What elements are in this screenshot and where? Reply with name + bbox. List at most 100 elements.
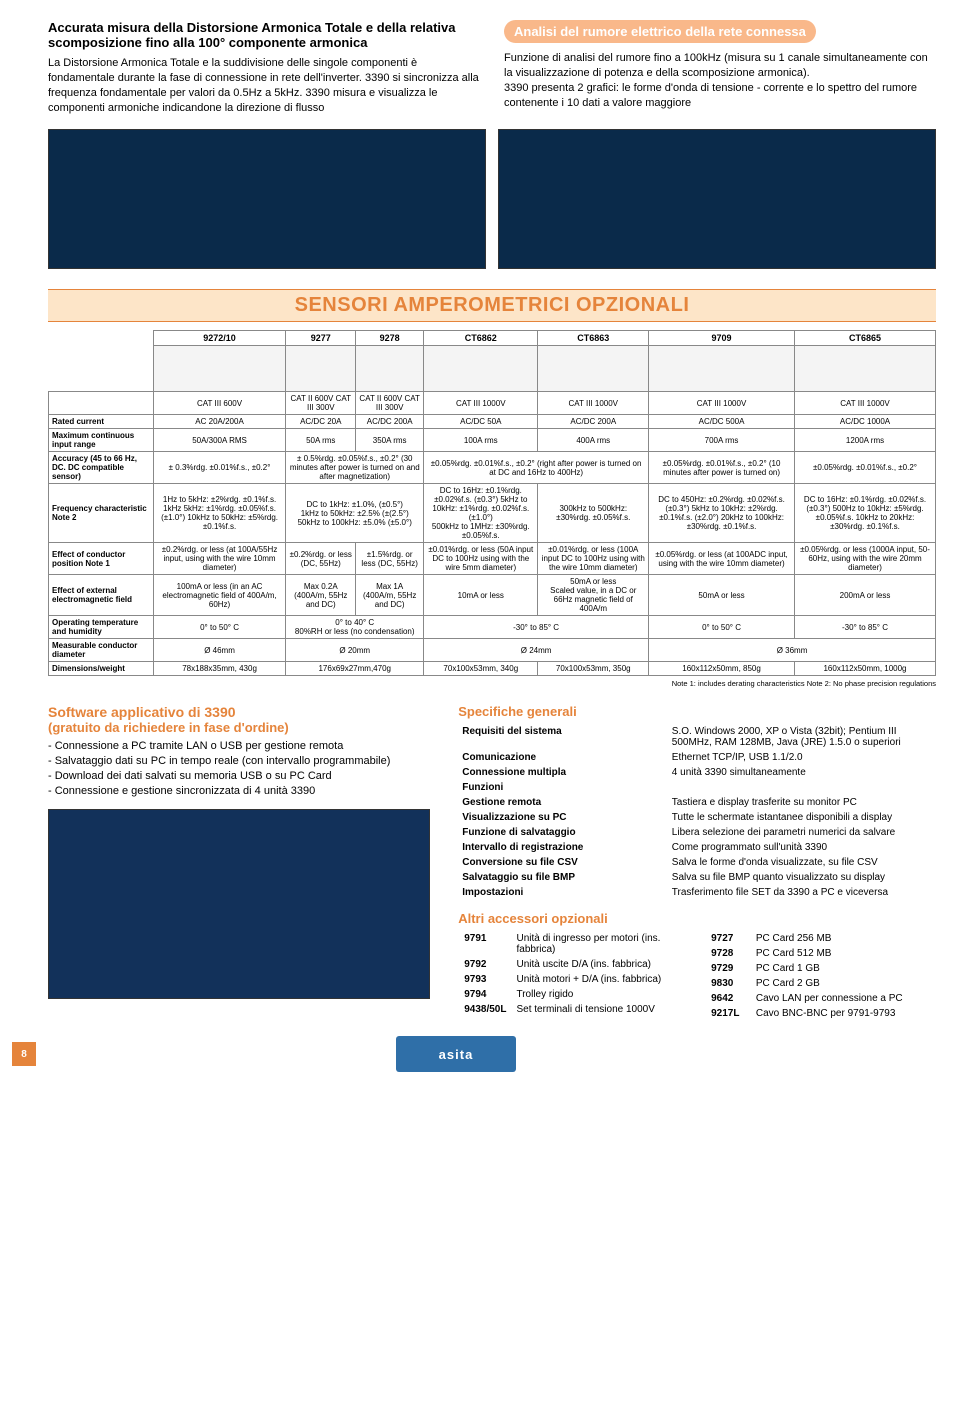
- table-row: Effect of external electromagnetic field…: [49, 575, 936, 616]
- cell: AC 20A/200A: [153, 415, 286, 429]
- table-row: 9791Unità di ingresso per motori (ins. f…: [460, 932, 687, 956]
- software-screenshot: [48, 809, 430, 999]
- table-row: 9217LCavo BNC-BNC per 9791-9793: [707, 1007, 934, 1020]
- cell: 300kHz to 500kHz: ±30%rdg. ±0.05%f.s.: [538, 484, 649, 543]
- sensor-model: 9277: [286, 331, 356, 346]
- right-section-text: Funzione di analisi del rumore fino a 10…: [504, 51, 936, 110]
- spec-value: Salva su file BMP quanto visualizzato su…: [670, 871, 934, 884]
- table-row: Funzioni: [460, 781, 934, 794]
- row-label: Operating temperature and humidity: [49, 616, 154, 639]
- footer: 8 asita: [48, 1036, 936, 1072]
- cell: CAT II 600V CAT III 300V: [356, 392, 424, 415]
- spec-key: Requisiti del sistema: [460, 725, 668, 749]
- acc-desc: Cavo BNC-BNC per 9791-9793: [752, 1007, 934, 1020]
- sensor-model: 9278: [356, 331, 424, 346]
- sensor-model: CT6865: [795, 331, 936, 346]
- acc-code: 9728: [707, 947, 750, 960]
- cell: ±0.05%rdg. or less (at 100ADC input, usi…: [649, 543, 795, 575]
- list-item: - Download dei dati salvati su memoria U…: [48, 769, 430, 784]
- table-row: Salvataggio su file BMPSalva su file BMP…: [460, 871, 934, 884]
- sensors-section-title: SENSORI AMPEROMETRICI OPZIONALI: [48, 289, 936, 322]
- table-row: 9438/50LSet terminali di tensione 1000V: [460, 1003, 687, 1016]
- cell: Ø 46mm: [153, 639, 286, 662]
- acc-code: 9438/50L: [460, 1003, 510, 1016]
- spec-value: 4 unità 3390 simultaneamente: [670, 766, 934, 779]
- spec-key: Conversione su file CSV: [460, 856, 668, 869]
- spec-value: Trasferimento file SET da 3390 a PC e vi…: [670, 886, 934, 899]
- acc-desc: PC Card 1 GB: [752, 962, 934, 975]
- acc-desc: PC Card 512 MB: [752, 947, 934, 960]
- cell: 1200A rms: [795, 429, 936, 452]
- table-row: 9792Unità uscite D/A (ins. fabbrica): [460, 958, 687, 971]
- cell: 10mA or less: [424, 575, 538, 616]
- table-row: 9793Unità motori + D/A (ins. fabbrica): [460, 973, 687, 986]
- list-item: - Connessione a PC tramite LAN o USB per…: [48, 739, 430, 754]
- cell: 160x112x50mm, 1000g: [795, 662, 936, 676]
- left-section-title: Accurata misura della Distorsione Armoni…: [48, 20, 480, 50]
- acc-code: 9217L: [707, 1007, 750, 1020]
- cell: Ø 24mm: [424, 639, 649, 662]
- acc-code: 9830: [707, 977, 750, 990]
- table-row: ImpostazioniTrasferimento file SET da 33…: [460, 886, 934, 899]
- table-row: 9794Trolley rigido: [460, 988, 687, 1001]
- table-row: Frequency characteristic Note 2 1Hz to 5…: [49, 484, 936, 543]
- acc-desc: Trolley rigido: [512, 988, 687, 1001]
- acc-desc: PC Card 256 MB: [752, 932, 934, 945]
- table-row: Maximum continuous input range 50A/300A …: [49, 429, 936, 452]
- acc-code: 9642: [707, 992, 750, 1005]
- table-row: 9728PC Card 512 MB: [707, 947, 934, 960]
- spec-key: Comunicazione: [460, 751, 668, 764]
- row-label: Measurable conductor diameter: [49, 639, 154, 662]
- spec-value: Come programmato sull'unità 3390: [670, 841, 934, 854]
- software-list: - Connessione a PC tramite LAN o USB per…: [48, 739, 430, 798]
- spec-value: Salva le forme d'onda visualizzate, su f…: [670, 856, 934, 869]
- spec-value: Tastiera e display trasferite su monitor…: [670, 796, 934, 809]
- cell: AC/DC 200A: [356, 415, 424, 429]
- table-row: 9830PC Card 2 GB: [707, 977, 934, 990]
- acc-desc: Set terminali di tensione 1000V: [512, 1003, 687, 1016]
- cell: 50mA or less: [649, 575, 795, 616]
- acc-code: 9792: [460, 958, 510, 971]
- cell: 70x100x53mm, 340g: [424, 662, 538, 676]
- cell: Ø 36mm: [649, 639, 936, 662]
- cell: CAT III 1000V: [795, 392, 936, 415]
- lower-row: Software applicativo di 3390 (gratuito d…: [48, 704, 936, 1022]
- sensor-image: [649, 346, 795, 392]
- cell: ±0.05%rdg. ±0.01%f.s., ±0.2°: [795, 452, 936, 484]
- cell: ±0.01%rdg. or less (100A input DC to 100…: [538, 543, 649, 575]
- cell: Max 0.2A (400A/m, 55Hz and DC): [286, 575, 356, 616]
- acc-desc: Unità uscite D/A (ins. fabbrica): [512, 958, 687, 971]
- table-row: Rated current AC 20A/200A AC/DC 20A AC/D…: [49, 415, 936, 429]
- cell: 50A rms: [286, 429, 356, 452]
- cell: AC/DC 1000A: [795, 415, 936, 429]
- sensor-image: [153, 346, 286, 392]
- cell: ±0.05%rdg. ±0.01%f.s., ±0.2° (10 minutes…: [649, 452, 795, 484]
- device-screenshot-1: [48, 129, 486, 269]
- cell: 160x112x50mm, 850g: [649, 662, 795, 676]
- cell: 1Hz to 5kHz: ±2%rdg. ±0.1%f.s. 1kHz 5kHz…: [153, 484, 286, 543]
- page-number: 8: [12, 1042, 36, 1066]
- table-row: 9642Cavo LAN per connessione a PC: [707, 992, 934, 1005]
- row-label: Rated current: [49, 415, 154, 429]
- cell: ±0.05%rdg. ±0.01%f.s., ±0.2° (right afte…: [424, 452, 649, 484]
- cell: 70x100x53mm, 350g: [538, 662, 649, 676]
- spec-value: [670, 781, 934, 794]
- cell: -30° to 85° C: [795, 616, 936, 639]
- row-label: Effect of external electromagnetic field: [49, 575, 154, 616]
- cell: ±1.5%rdg. or less (DC, 55Hz): [356, 543, 424, 575]
- cell: -30° to 85° C: [424, 616, 649, 639]
- sensor-model: 9272/10: [153, 331, 286, 346]
- left-section-text: La Distorsione Armonica Totale e la sudd…: [48, 56, 480, 115]
- cell: DC to 16Hz: ±0.1%rdg. ±0.02%f.s. (±0.3°)…: [424, 484, 538, 543]
- table-row: Requisiti del sistemaS.O. Windows 2000, …: [460, 725, 934, 749]
- cell: AC/DC 20A: [286, 415, 356, 429]
- sensor-image: [286, 346, 356, 392]
- spec-key: Visualizzazione su PC: [460, 811, 668, 824]
- acc-code: 9727: [707, 932, 750, 945]
- cell: CAT III 1000V: [424, 392, 538, 415]
- cell: DC to 450Hz: ±0.2%rdg. ±0.02%f.s.(±0.3°)…: [649, 484, 795, 543]
- cell: DC to 1kHz: ±1.0%, (±0.5°) 1kHz to 50kHz…: [286, 484, 424, 543]
- screenshot-row: [48, 129, 936, 269]
- acc-code: 9791: [460, 932, 510, 956]
- table-row: Accuracy (45 to 66 Hz, DC. DC compatible…: [49, 452, 936, 484]
